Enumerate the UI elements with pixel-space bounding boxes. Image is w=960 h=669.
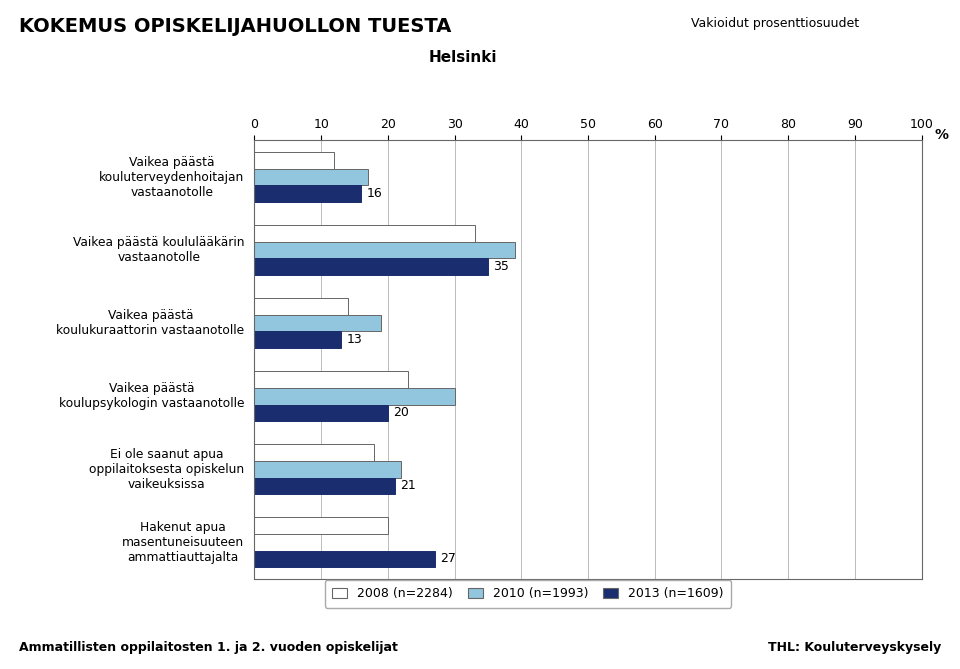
Text: 21: 21 — [400, 480, 416, 492]
Bar — [254, 185, 361, 202]
Bar — [254, 331, 341, 349]
Text: Vaikea päästä
kouluterveydenhoitajan
vastaanotolle: Vaikea päästä kouluterveydenhoitajan vas… — [99, 155, 245, 199]
Text: 35: 35 — [493, 260, 509, 274]
Text: Ei ole saanut apua
oppilaitoksesta opiskelun
vaikeuksissa: Ei ole saanut apua oppilaitoksesta opisk… — [89, 448, 245, 490]
Bar — [254, 551, 435, 567]
Text: THL: Kouluterveyskysely: THL: Kouluterveyskysely — [768, 642, 941, 654]
Bar — [254, 169, 368, 185]
Bar — [254, 152, 334, 169]
Text: Vaikea päästä koululääkärin
vastaanotolle: Vaikea päästä koululääkärin vastaanotoll… — [73, 236, 245, 264]
Text: %: % — [935, 128, 948, 142]
Bar — [254, 405, 388, 421]
Text: 20: 20 — [394, 406, 409, 419]
Bar — [254, 388, 455, 405]
Bar — [254, 444, 374, 461]
Text: 13: 13 — [347, 333, 362, 347]
Text: KOKEMUS OPISKELIJAHUOLLON TUESTA: KOKEMUS OPISKELIJAHUOLLON TUESTA — [19, 17, 451, 35]
Bar — [254, 314, 381, 331]
Bar — [254, 258, 488, 275]
Bar — [254, 298, 348, 314]
Text: Vaikea päästä
koulukuraattorin vastaanotolle: Vaikea päästä koulukuraattorin vastaanot… — [57, 309, 245, 337]
Bar — [254, 225, 474, 242]
Text: Hakenut apua
masentuneisuuteen
ammattiauttajalta: Hakenut apua masentuneisuuteen ammattiau… — [122, 520, 245, 564]
Text: Ammatillisten oppilaitosten 1. ja 2. vuoden opiskelijat: Ammatillisten oppilaitosten 1. ja 2. vuo… — [19, 642, 398, 654]
Bar — [254, 478, 395, 494]
Text: 27: 27 — [440, 553, 456, 565]
Text: Vakioidut prosenttiosuudet: Vakioidut prosenttiosuudet — [691, 17, 859, 29]
Bar — [254, 517, 388, 534]
Text: Vaikea päästä
koulupsykologin vastaanotolle: Vaikea päästä koulupsykologin vastaanoto… — [59, 382, 245, 410]
Text: 16: 16 — [367, 187, 382, 200]
Text: Helsinki: Helsinki — [429, 50, 497, 65]
Bar — [254, 461, 401, 478]
Legend: 2008 (n=2284), 2010 (n=1993), 2013 (n=1609): 2008 (n=2284), 2010 (n=1993), 2013 (n=16… — [324, 580, 732, 608]
Bar — [254, 242, 515, 258]
Bar — [254, 371, 408, 388]
